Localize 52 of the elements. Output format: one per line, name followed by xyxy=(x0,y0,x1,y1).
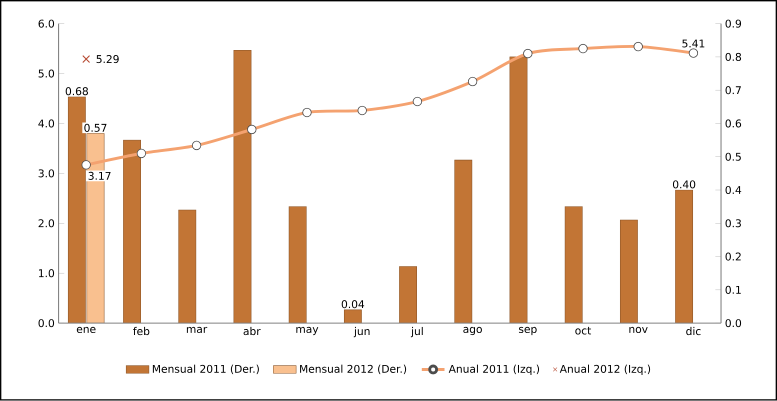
bar xyxy=(123,140,141,324)
y-tick-label: 1.0 xyxy=(38,269,54,278)
x-tick-label: sep xyxy=(518,327,537,336)
bar xyxy=(288,206,307,324)
x-tick-label: may xyxy=(296,327,318,336)
point xyxy=(82,55,90,64)
data-label: 3.17 xyxy=(88,172,111,180)
data-label: 0.57 xyxy=(84,124,106,132)
y-tick-label: 2.0 xyxy=(38,219,54,228)
y-tick-label: 3.0 xyxy=(38,170,54,178)
y2-tick-label: 0.5 xyxy=(726,152,741,161)
data-label: 5.29 xyxy=(96,55,119,64)
x-tick-label: nov xyxy=(629,327,648,334)
bar xyxy=(675,190,694,324)
bar xyxy=(344,310,362,324)
y-tick-label: 6.0 xyxy=(38,20,54,28)
legend-label: Anual 2011 (Izq.) xyxy=(448,364,540,376)
data-label: 0.40 xyxy=(672,180,696,189)
bar xyxy=(399,266,418,324)
y2-tick-label: 0.8 xyxy=(726,53,742,62)
y2-tick-label: 0.2 xyxy=(726,252,741,261)
x-tick-label: ago xyxy=(463,327,482,336)
x-tick-label: jul xyxy=(410,327,423,338)
y2-tick-label: 0.1 xyxy=(726,286,741,294)
x-tick-label: jun xyxy=(354,327,370,338)
x-tick-label: abr xyxy=(244,327,261,336)
y-tick-label: 5.0 xyxy=(38,70,54,78)
y2-tick-label: 0.0 xyxy=(726,319,742,328)
y2-tick-label: 0.9 xyxy=(726,20,742,28)
data-label: 0.68 xyxy=(66,87,88,96)
bar xyxy=(234,50,252,324)
y2-tick-label: 0.6 xyxy=(726,120,742,128)
y-tick-label: 0.0 xyxy=(38,319,54,328)
y2-tick-label: 0.4 xyxy=(726,186,742,194)
bar xyxy=(620,220,638,324)
bar xyxy=(454,160,472,324)
y-tick-label: 4.0 xyxy=(38,120,54,128)
x-tick-label: ene xyxy=(76,327,96,334)
legend-label: Anual 2012 (Izq.) xyxy=(560,364,650,376)
legend-label: Mensual 2012 (Der.) xyxy=(300,364,406,374)
bar xyxy=(564,206,583,324)
legend-label: Mensual 2011 (Der.) xyxy=(152,364,259,374)
x-tick-label: mar xyxy=(186,327,208,334)
y2-tick-label: 0.3 xyxy=(726,219,741,228)
bar xyxy=(510,56,528,324)
data-label: 0.04 xyxy=(342,300,364,308)
bar xyxy=(178,210,196,324)
x-tick-label: oct xyxy=(575,327,592,335)
y2-tick-label: 0.7 xyxy=(726,86,741,94)
x-tick-label: dic xyxy=(686,327,701,336)
data-label: 5.41 xyxy=(682,40,704,48)
x-tick-label: feb xyxy=(133,327,150,336)
